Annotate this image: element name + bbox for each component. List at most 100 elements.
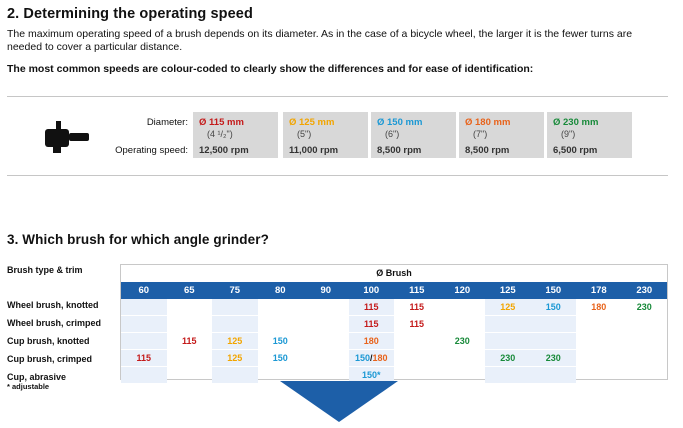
section-2-paragraph: The maximum operating speed of a brush d… — [7, 28, 633, 53]
card-diameter-inch: (7") — [473, 129, 488, 139]
card-diameter-inch: (6") — [385, 129, 400, 139]
card-speed: 8,500 rpm — [465, 145, 510, 156]
table-cell: 230 — [530, 350, 576, 366]
table-cell — [303, 299, 349, 315]
card-diameter-mm: Ø 230 mm — [553, 117, 599, 128]
angle-grinder-icon — [45, 121, 89, 153]
table-cell — [530, 333, 576, 349]
table-cell: 230 — [636, 302, 652, 312]
table-cell — [440, 299, 486, 315]
table-cell — [167, 299, 213, 315]
card-speed: 11,000 rpm — [289, 145, 339, 156]
table-cell — [212, 316, 258, 332]
row-label: Wheel brush, crimped — [7, 315, 119, 333]
table-cell: 115 — [348, 299, 394, 315]
table-cell — [485, 367, 531, 383]
table-cell — [394, 367, 440, 383]
speed-card: Ø 115 mm (4 ¹/₂") 12,500 rpm — [193, 112, 278, 158]
column-headers: 60 65 75 80 90 100 115 120 125 150 178 230 — [121, 282, 667, 299]
section-3-title: 3. Which brush for which angle grinder? — [7, 232, 269, 247]
column-header: 80 — [274, 285, 286, 296]
table-cell — [303, 350, 349, 366]
table-cell: 150/180 — [348, 350, 394, 366]
table-cell — [121, 299, 167, 315]
table-cell — [530, 316, 576, 332]
table-cell: 125 — [212, 350, 258, 366]
table-cell — [258, 316, 304, 332]
table-cell: 125 — [212, 333, 258, 349]
section-2-bold-paragraph: The most common speeds are colour-coded … — [7, 63, 534, 75]
row-labels: Wheel brush, knotted Wheel brush, crimped… — [7, 297, 119, 387]
column-header: 60 — [138, 285, 150, 296]
table-cell — [303, 316, 349, 332]
column-header: 115 — [409, 285, 425, 296]
table-cell — [258, 299, 304, 315]
table-cell — [622, 350, 668, 366]
table-cell: 115 — [409, 319, 425, 329]
column-header: 125 — [499, 285, 516, 296]
table-row: 115 115 125 150 180 230 — [121, 299, 667, 316]
speed-card: Ø 150 mm (6") 8,500 rpm — [371, 112, 456, 158]
column-header: 75 — [229, 285, 241, 296]
card-diameter-mm: Ø 125 mm — [289, 117, 335, 128]
row-label: Cup, abrasive — [7, 369, 119, 387]
card-speed: 8,500 rpm — [377, 145, 422, 156]
brush-diameter-header: Ø Brush — [376, 268, 412, 278]
column-header: 230 — [636, 285, 653, 296]
table-cell — [167, 367, 213, 383]
column-header: 178 — [590, 285, 607, 296]
table-cell: 180 — [591, 302, 607, 312]
table-cell: 125 — [485, 299, 531, 315]
divider — [7, 96, 668, 97]
divider — [7, 175, 668, 176]
speed-card: Ø 230 mm (9") 6,500 rpm — [547, 112, 632, 158]
table-cell — [394, 350, 440, 366]
table-cell — [440, 367, 486, 383]
card-diameter-mm: Ø 115 mm — [199, 117, 244, 128]
column-header: 90 — [320, 285, 332, 296]
table-cell — [167, 350, 213, 366]
section-2-title: 2. Determining the operating speed — [7, 6, 253, 22]
brush-table: Ø Brush 60 65 75 80 90 100 115 120 125 150 178 230 … — [120, 264, 668, 384]
table-cell — [121, 316, 167, 332]
table-cell — [121, 333, 167, 349]
table-cell — [576, 350, 622, 366]
table-cell: 180 — [348, 333, 394, 349]
table-body: 115 115 125 150 180 230 115 115 115 125 150 180 230 1… — [121, 299, 667, 384]
card-diameter-inch: (5") — [297, 129, 312, 139]
table-cell — [440, 316, 486, 332]
table-cell — [576, 316, 622, 332]
row-label: Cup brush, knotted — [7, 333, 119, 351]
speed-card: Ø 125 mm (5") 11,000 rpm — [283, 112, 368, 158]
diameter-label: Diameter: — [146, 117, 188, 128]
table-cell — [167, 316, 213, 332]
table-cell: 230 — [485, 350, 531, 366]
table-cell — [622, 333, 668, 349]
table-cell — [303, 333, 349, 349]
row-label: Cup brush, crimped — [7, 351, 119, 369]
table-cell — [622, 367, 668, 383]
speed-card: Ø 180 mm (7") 8,500 rpm — [459, 112, 544, 158]
table-cell — [485, 333, 531, 349]
operating-speed-label: Operating speed: — [115, 145, 188, 156]
table-cell — [212, 367, 258, 383]
column-header: 100 — [363, 285, 380, 296]
table-cell: 115 — [348, 316, 394, 332]
table-cell: 150* — [348, 367, 394, 383]
table-row: 115 125 150 150/180 230 230 — [121, 350, 667, 367]
table-cell — [394, 333, 440, 349]
card-diameter-mm: Ø 150 mm — [377, 117, 423, 128]
card-diameter-inch: (9") — [561, 129, 576, 139]
table-cell — [622, 316, 668, 332]
table-row: 115 115 — [121, 316, 667, 333]
brush-type-label: Brush type & trim — [7, 265, 83, 275]
card-diameter-mm: Ø 180 mm — [465, 117, 511, 128]
card-speed: 12,500 rpm — [199, 145, 249, 156]
column-header: 120 — [454, 285, 471, 296]
table-cell — [212, 299, 258, 315]
table-row: 115 125 150 180 230 — [121, 333, 667, 350]
table-cell — [576, 367, 622, 383]
column-header: 65 — [183, 285, 195, 296]
table-cell: 230 — [454, 336, 470, 346]
table-cell — [576, 333, 622, 349]
